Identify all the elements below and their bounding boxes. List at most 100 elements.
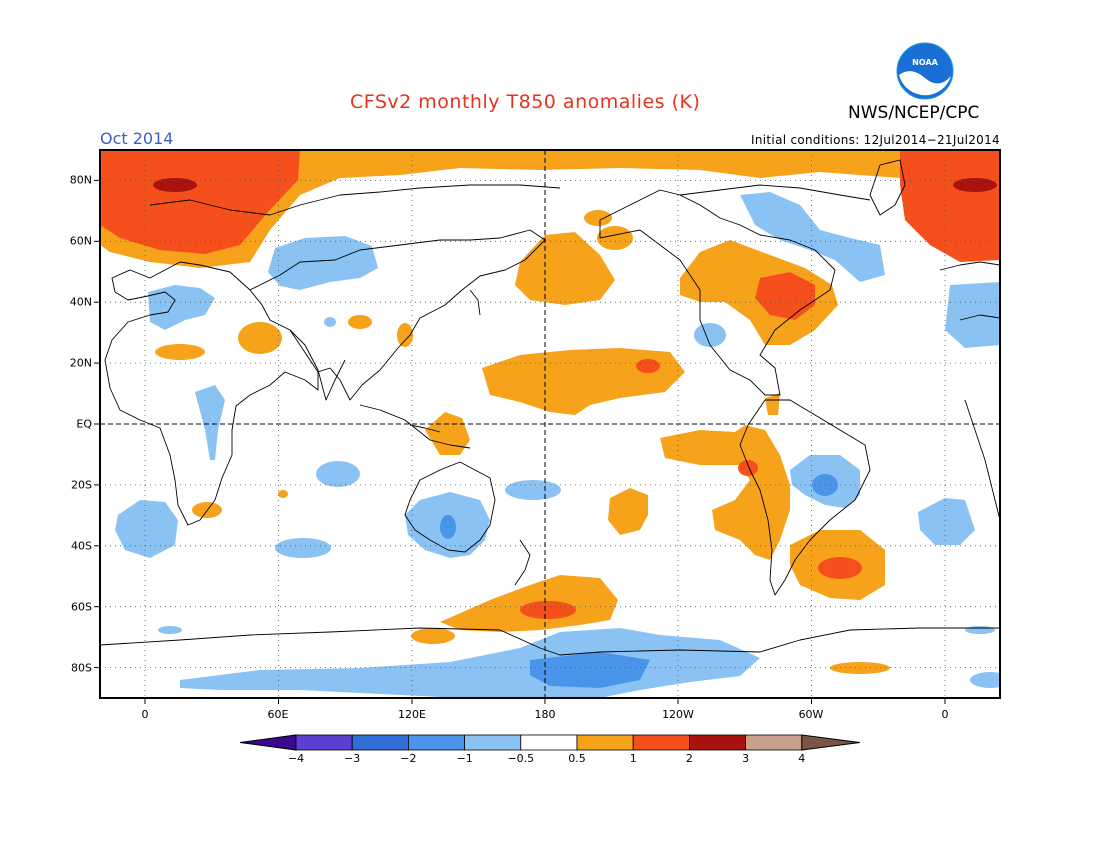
cold-region-atlantic-east <box>945 282 1000 348</box>
colorbar-swatch <box>351 734 409 751</box>
colorbar-swatch <box>464 734 522 751</box>
colorbar-swatch <box>576 734 634 751</box>
cold-region-south-atlantic-far-east <box>918 498 975 545</box>
lat-label-60s: 60S <box>71 600 92 614</box>
cold-region-antarctic <box>180 628 760 698</box>
lat-label-eq: EQ <box>76 417 92 431</box>
colorbar-label: −1 <box>456 752 473 765</box>
strong-warm-region-tropical-pacific <box>636 359 660 373</box>
strong-warm-region-arctic-west <box>153 178 197 192</box>
warm-region-north-america <box>680 240 838 345</box>
strong-cold-region-antarctic <box>530 652 650 688</box>
colorbar-swatch <box>520 734 578 751</box>
colorbar-swatch <box>295 734 353 751</box>
warm-region-arabia <box>155 344 205 360</box>
cold-region-north-america <box>740 192 885 282</box>
warm-region-tibet <box>348 315 372 329</box>
cold-region-south-indian-2 <box>275 538 331 558</box>
anomaly-field <box>100 150 1000 698</box>
warm-region-south-pacific-2 <box>830 662 890 674</box>
warm-region-bering <box>584 210 612 226</box>
lat-label-60n: 60N <box>69 234 92 248</box>
colorbar-label: −0.5 <box>507 752 535 765</box>
month-label: Oct 2014 <box>100 129 174 148</box>
colorbar-arrow-low <box>239 734 297 751</box>
cold-region-central-africa <box>195 385 225 460</box>
lat-label-80s: 80S <box>71 661 92 675</box>
strong-warm-region-southern-ocean <box>520 601 576 619</box>
colorbar <box>239 734 860 751</box>
map-frame <box>99 149 1001 699</box>
colorbar-label: −4 <box>287 752 305 765</box>
warm-region-maritime-continent <box>425 412 470 455</box>
strong-warm-region-south-atlantic <box>818 557 862 579</box>
warm-region-arctic-west <box>100 150 1000 268</box>
colorbar-label: 2 <box>685 752 693 765</box>
lat-label-40s: 40S <box>71 539 92 553</box>
warm-region-iran <box>238 322 282 354</box>
strong-warm-region-arctic-east <box>953 178 997 192</box>
strong-cold-region-australia <box>440 515 456 539</box>
colorbar-swatch <box>745 734 803 751</box>
agency-label: NWS/NCEP/CPC <box>848 103 980 123</box>
strong-warm-region-andes <box>738 460 758 476</box>
colorbar-label: −3 <box>344 752 361 765</box>
lon-label-120w: 120W <box>662 708 694 721</box>
cold-region-eastern-us <box>694 323 726 347</box>
initial-conditions-label: Initial conditions: 12Jul2014−21Jul2014 <box>751 133 1000 147</box>
strong-warm-region-great-lakes <box>755 272 815 320</box>
warm-region-tropical-north-pacific <box>482 348 685 415</box>
logo-text: NOAA <box>912 58 938 67</box>
lon-label-180: 180 <box>534 708 556 721</box>
cold-region-south-atlantic-east <box>115 500 178 558</box>
cold-region-brazil <box>790 455 860 508</box>
strong-cold-region-brazil <box>812 474 838 496</box>
warm-region-north-pacific <box>515 232 615 305</box>
lon-label-0-west: 0 <box>141 708 149 721</box>
warm-region-southern-ocean <box>440 575 618 632</box>
colorbar-arrow-high <box>801 734 860 751</box>
colorbar-label: 4 <box>798 752 806 765</box>
cold-region-antarctic-small <box>158 626 182 634</box>
warm-region-south-atlantic <box>790 530 885 600</box>
lat-label-20n: 20N <box>69 356 92 370</box>
colorbar-label: 3 <box>742 752 750 765</box>
warm-region-south-america <box>660 425 790 560</box>
lat-label-20s: 20S <box>71 478 92 492</box>
warm-region-south-pacific <box>608 488 648 535</box>
cold-region-tasman <box>505 480 561 500</box>
cold-region-australia <box>405 492 490 558</box>
warm-region-china <box>397 323 413 347</box>
cold-region-antarctic-east <box>970 672 1000 688</box>
ticks <box>94 179 946 704</box>
colorbar-swatch <box>689 734 747 751</box>
warm-region-indian-ocean <box>278 490 288 498</box>
colorbar-label: −2 <box>400 752 417 765</box>
noaa-logo: NOAA <box>896 42 954 100</box>
cold-region-west-pacific <box>324 317 336 327</box>
lon-label-60e: 60E <box>267 708 289 721</box>
cold-region-south-indian <box>316 461 360 487</box>
warm-region-colombia <box>765 393 780 415</box>
cold-region-europe <box>148 285 215 330</box>
cold-region-central-asia <box>268 236 378 290</box>
lon-label-60w: 60W <box>798 708 824 721</box>
warm-region-alaska <box>597 226 633 250</box>
colorbar-label: 1 <box>629 752 637 765</box>
chart-title: CFSv2 monthly T850 anomalies (K) <box>350 91 701 113</box>
warm-region-south-africa <box>192 502 222 518</box>
coastlines <box>100 159 1000 656</box>
warm-region-arctic-red-west <box>100 150 300 254</box>
lon-label-120e: 120E <box>398 708 426 721</box>
warm-region-southern-indian <box>411 628 455 644</box>
lon-label-0-east: 0 <box>941 708 949 721</box>
gridlines <box>100 150 1000 698</box>
reference-lines <box>100 150 1000 698</box>
colorbar-label: 0.5 <box>568 752 586 765</box>
lat-label-40n: 40N <box>69 295 92 309</box>
colorbar-swatch <box>407 734 465 751</box>
colorbar-swatch <box>632 734 690 751</box>
cold-region-antarctic-small-2 <box>965 626 995 634</box>
lat-label-80n: 80N <box>69 173 92 187</box>
